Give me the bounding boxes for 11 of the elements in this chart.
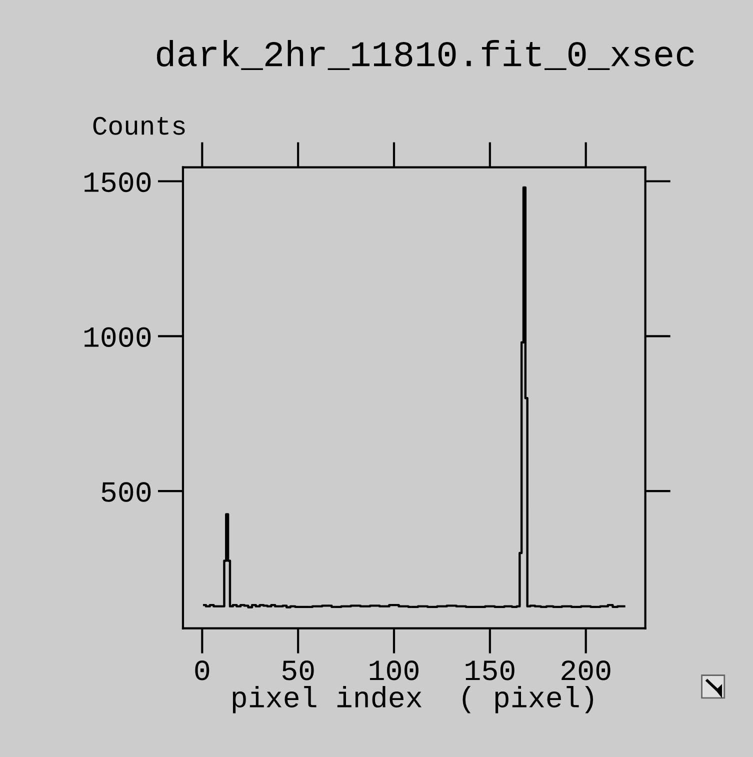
x-tick-label: 0	[195, 660, 210, 680]
y-tick-label: 1500	[84, 172, 151, 192]
x-axis-title: pixel index ( pixel)	[232, 686, 594, 714]
y-tick-label: 1000	[84, 327, 151, 348]
y-axis-title: Counts	[93, 116, 185, 135]
chart-title: dark_2hr_11810.fit_0_xsec	[156, 40, 694, 70]
y-tick-label: 500	[102, 482, 151, 502]
x-tick-label: 100	[370, 660, 418, 680]
x-tick-label: 150	[466, 660, 514, 680]
x-tick-label: 200	[562, 660, 610, 680]
x-tick-label: 50	[282, 660, 314, 680]
